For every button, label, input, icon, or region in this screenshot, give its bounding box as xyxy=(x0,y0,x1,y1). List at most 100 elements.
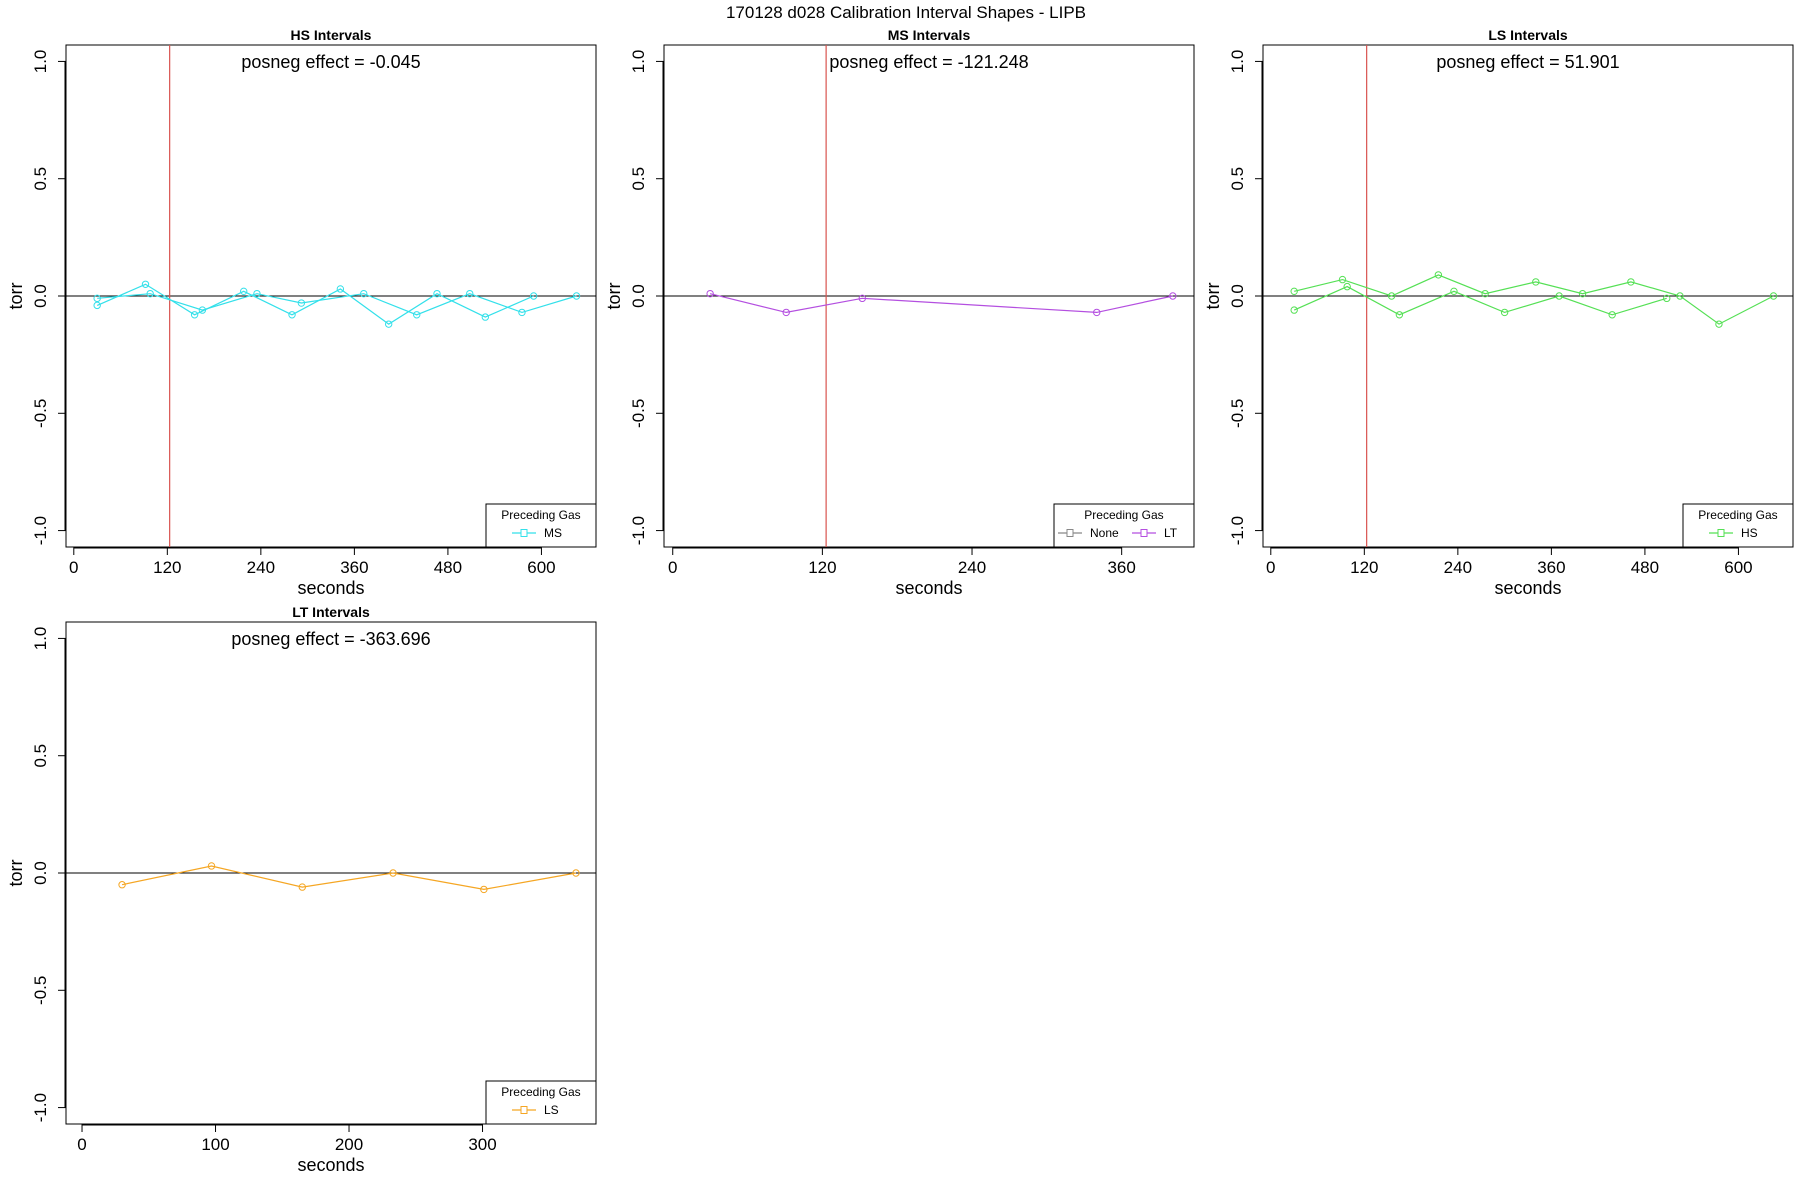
series-LS xyxy=(118,862,580,894)
panel-title: LT Intervals xyxy=(292,604,370,620)
y-tick-label: 1.0 xyxy=(629,50,648,74)
data-point xyxy=(118,881,126,889)
y-tick-label: 0.5 xyxy=(31,167,50,191)
series-line xyxy=(96,283,534,325)
legend-box xyxy=(485,1080,597,1125)
x-tick-label: 0 xyxy=(668,558,677,577)
panel-title: LS Intervals xyxy=(1488,27,1568,43)
y-tick-label: -1.0 xyxy=(31,516,50,545)
y-axis-label: torr xyxy=(6,859,26,886)
data-point xyxy=(93,301,101,310)
data-point xyxy=(384,320,393,328)
legend-label: LS xyxy=(544,1103,559,1117)
series-line xyxy=(1294,274,1774,325)
legend-swatch-marker xyxy=(520,1106,528,1114)
x-axis-label: seconds xyxy=(297,1155,364,1175)
y-axis: -1.0 -0.5 0.0 0.5 1.0 torr xyxy=(604,50,664,545)
data-point xyxy=(240,287,248,296)
data-point xyxy=(782,308,790,317)
x-tick-label: 240 xyxy=(958,558,986,577)
y-axis: -1.0 -0.5 0.0 0.5 1.0 torr xyxy=(1203,50,1263,545)
data-point xyxy=(1663,294,1671,303)
y-axis-label: torr xyxy=(604,282,624,309)
data-point xyxy=(529,292,538,300)
x-tick-label: 0 xyxy=(69,558,78,577)
legend-title: Preceding Gas xyxy=(1698,508,1777,522)
x-tick-label: 240 xyxy=(247,558,275,577)
y-axis: -1.0 -0.5 0.0 0.5 1.0 torr xyxy=(6,627,66,1122)
data-point xyxy=(389,869,397,877)
data-point xyxy=(93,294,101,303)
y-tick-label: 0.5 xyxy=(31,744,50,768)
x-tick-label: 0 xyxy=(1266,558,1275,577)
data-point xyxy=(141,280,150,288)
legend-item-LS: LS xyxy=(512,1103,559,1117)
legend-swatch-marker xyxy=(1066,529,1074,537)
y-tick-label: -1.0 xyxy=(31,1093,50,1122)
chart-panel-4: LT Intervals 0 100 200 300 seconds -1.0 -0.5 0.0… xyxy=(6,604,597,1175)
y-tick-label: -0.5 xyxy=(31,976,50,1005)
data-point xyxy=(1578,289,1587,298)
data-point xyxy=(413,311,421,319)
y-tick-label: 0.0 xyxy=(31,861,50,885)
x-tick-label: 480 xyxy=(434,558,462,577)
legend-title: Preceding Gas xyxy=(1084,508,1163,522)
legend-swatch-marker xyxy=(520,529,528,537)
data-point xyxy=(466,289,474,298)
figure-title: 170128 d028 Calibration Interval Shapes … xyxy=(726,3,1086,22)
y-tick-label: 1.0 xyxy=(31,50,50,74)
series-line xyxy=(1293,285,1667,316)
x-axis: 0 100 200 300 seconds xyxy=(77,1124,497,1175)
x-tick-label: 360 xyxy=(340,558,368,577)
data-point xyxy=(298,883,306,891)
data-point xyxy=(1450,287,1458,296)
legend-label: MS xyxy=(544,526,562,540)
posneg-effect-annotation: posneg effect = -121.248 xyxy=(829,52,1028,72)
data-point xyxy=(1343,282,1351,291)
chart-panel-2: MS Intervals 0 120 240 360 seconds -1.0 -0.5 0.0… xyxy=(604,27,1195,598)
y-tick-label: 0.5 xyxy=(1228,167,1247,191)
x-tick-label: 0 xyxy=(77,1135,86,1154)
series-HS xyxy=(1290,271,1778,328)
x-tick-label: 200 xyxy=(335,1135,363,1154)
data-point xyxy=(572,292,581,300)
x-tick-label: 480 xyxy=(1631,558,1659,577)
x-axis: 0 120 240 360 seconds xyxy=(668,547,1136,598)
data-point xyxy=(1500,308,1509,317)
data-point xyxy=(336,285,345,293)
x-axis-label: seconds xyxy=(297,578,364,598)
x-tick-label: 360 xyxy=(1537,558,1565,577)
posneg-effect-annotation: posneg effect = -0.045 xyxy=(241,52,420,72)
data-point xyxy=(360,289,368,298)
data-point xyxy=(706,289,714,298)
legend-item-MS: MS xyxy=(512,526,562,540)
series-MS xyxy=(93,289,581,319)
y-tick-label: 1.0 xyxy=(1228,50,1247,74)
x-axis: 0 120 240 360 480 600 seconds xyxy=(1266,547,1753,598)
posneg-effect-annotation: posneg effect = -363.696 xyxy=(231,629,430,649)
legend-swatch-marker xyxy=(1140,529,1148,537)
y-axis-label: torr xyxy=(6,282,26,309)
data-point xyxy=(297,299,306,307)
data-point xyxy=(518,308,526,317)
x-axis: 0 120 240 360 480 600 seconds xyxy=(69,547,556,598)
y-tick-label: 1.0 xyxy=(31,627,50,651)
x-tick-label: 100 xyxy=(201,1135,229,1154)
panel-title: MS Intervals xyxy=(888,27,971,43)
data-point xyxy=(253,289,261,298)
legend-label: LT xyxy=(1164,526,1178,540)
data-point xyxy=(1395,311,1404,319)
series-MS xyxy=(93,280,538,328)
posneg-effect-annotation: posneg effect = 51.901 xyxy=(1436,52,1619,72)
data-point xyxy=(1532,278,1540,286)
series-line xyxy=(97,293,577,316)
data-point xyxy=(207,862,216,870)
y-tick-label: -0.5 xyxy=(31,399,50,428)
legend-box xyxy=(1682,503,1794,548)
data-point xyxy=(481,313,490,321)
legend-item-None: None xyxy=(1058,526,1119,540)
series-LT xyxy=(706,289,1177,317)
legend: Preceding Gas None LT xyxy=(1053,503,1195,548)
